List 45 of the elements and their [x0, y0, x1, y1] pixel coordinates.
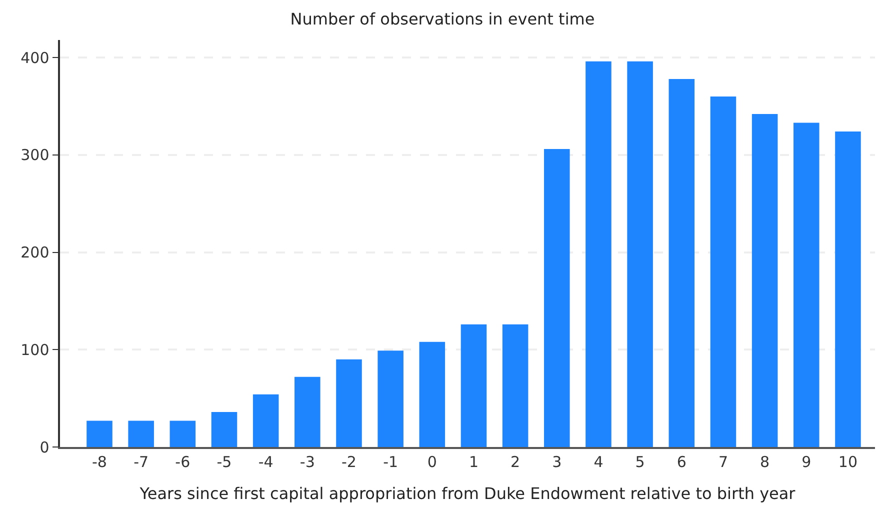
- chart-title: Number of observations in event time: [290, 9, 595, 28]
- y-tick-label: 300: [20, 146, 50, 164]
- bar: [668, 78, 695, 447]
- bar: [294, 376, 320, 447]
- x-tick-label: -1: [383, 452, 398, 471]
- bar: [86, 420, 112, 447]
- bar: [128, 420, 154, 447]
- x-axis-title: Years since first capital appropriation from Duke Endowment relative to birth year: [138, 484, 796, 503]
- y-tick-label: 0: [40, 438, 50, 456]
- y-tick-label: 400: [20, 48, 50, 67]
- x-tick-label: -2: [342, 452, 356, 471]
- bar: [419, 342, 446, 447]
- x-tick-label: -5: [216, 452, 232, 471]
- bar: [627, 61, 653, 447]
- bar: [586, 61, 612, 447]
- x-tick-label: 2: [510, 452, 520, 471]
- bar: [460, 324, 487, 447]
- bar: [544, 149, 570, 447]
- x-tick-label: 8: [760, 452, 770, 471]
- bar: [502, 324, 528, 447]
- bar: [835, 132, 861, 447]
- x-tick-label: -3: [300, 452, 315, 471]
- x-tick-label: -7: [134, 452, 149, 471]
- x-tick-label: 4: [594, 452, 604, 471]
- bar: [794, 122, 820, 447]
- x-tick-label: 1: [468, 452, 479, 471]
- bar: [710, 96, 736, 447]
- bar: [752, 114, 778, 447]
- x-tick-label: 5: [635, 452, 645, 471]
- bar: [336, 359, 362, 447]
- x-tick-label: -4: [258, 452, 274, 471]
- x-tick-label: -8: [92, 452, 107, 471]
- bar: [252, 394, 279, 447]
- x-tick-label: 0: [427, 452, 437, 471]
- x-tick-label: -6: [175, 452, 190, 471]
- x-tick-label: 6: [676, 452, 686, 471]
- bar: [170, 420, 196, 447]
- x-tick-label: 10: [838, 452, 858, 471]
- bar: [378, 350, 404, 447]
- y-tick-label: 200: [20, 244, 50, 262]
- y-tick-label: 100: [20, 340, 50, 359]
- x-tick-label: 7: [718, 452, 728, 471]
- bar: [211, 412, 238, 447]
- x-tick-label: 9: [802, 452, 812, 471]
- x-tick-label: 3: [552, 452, 562, 471]
